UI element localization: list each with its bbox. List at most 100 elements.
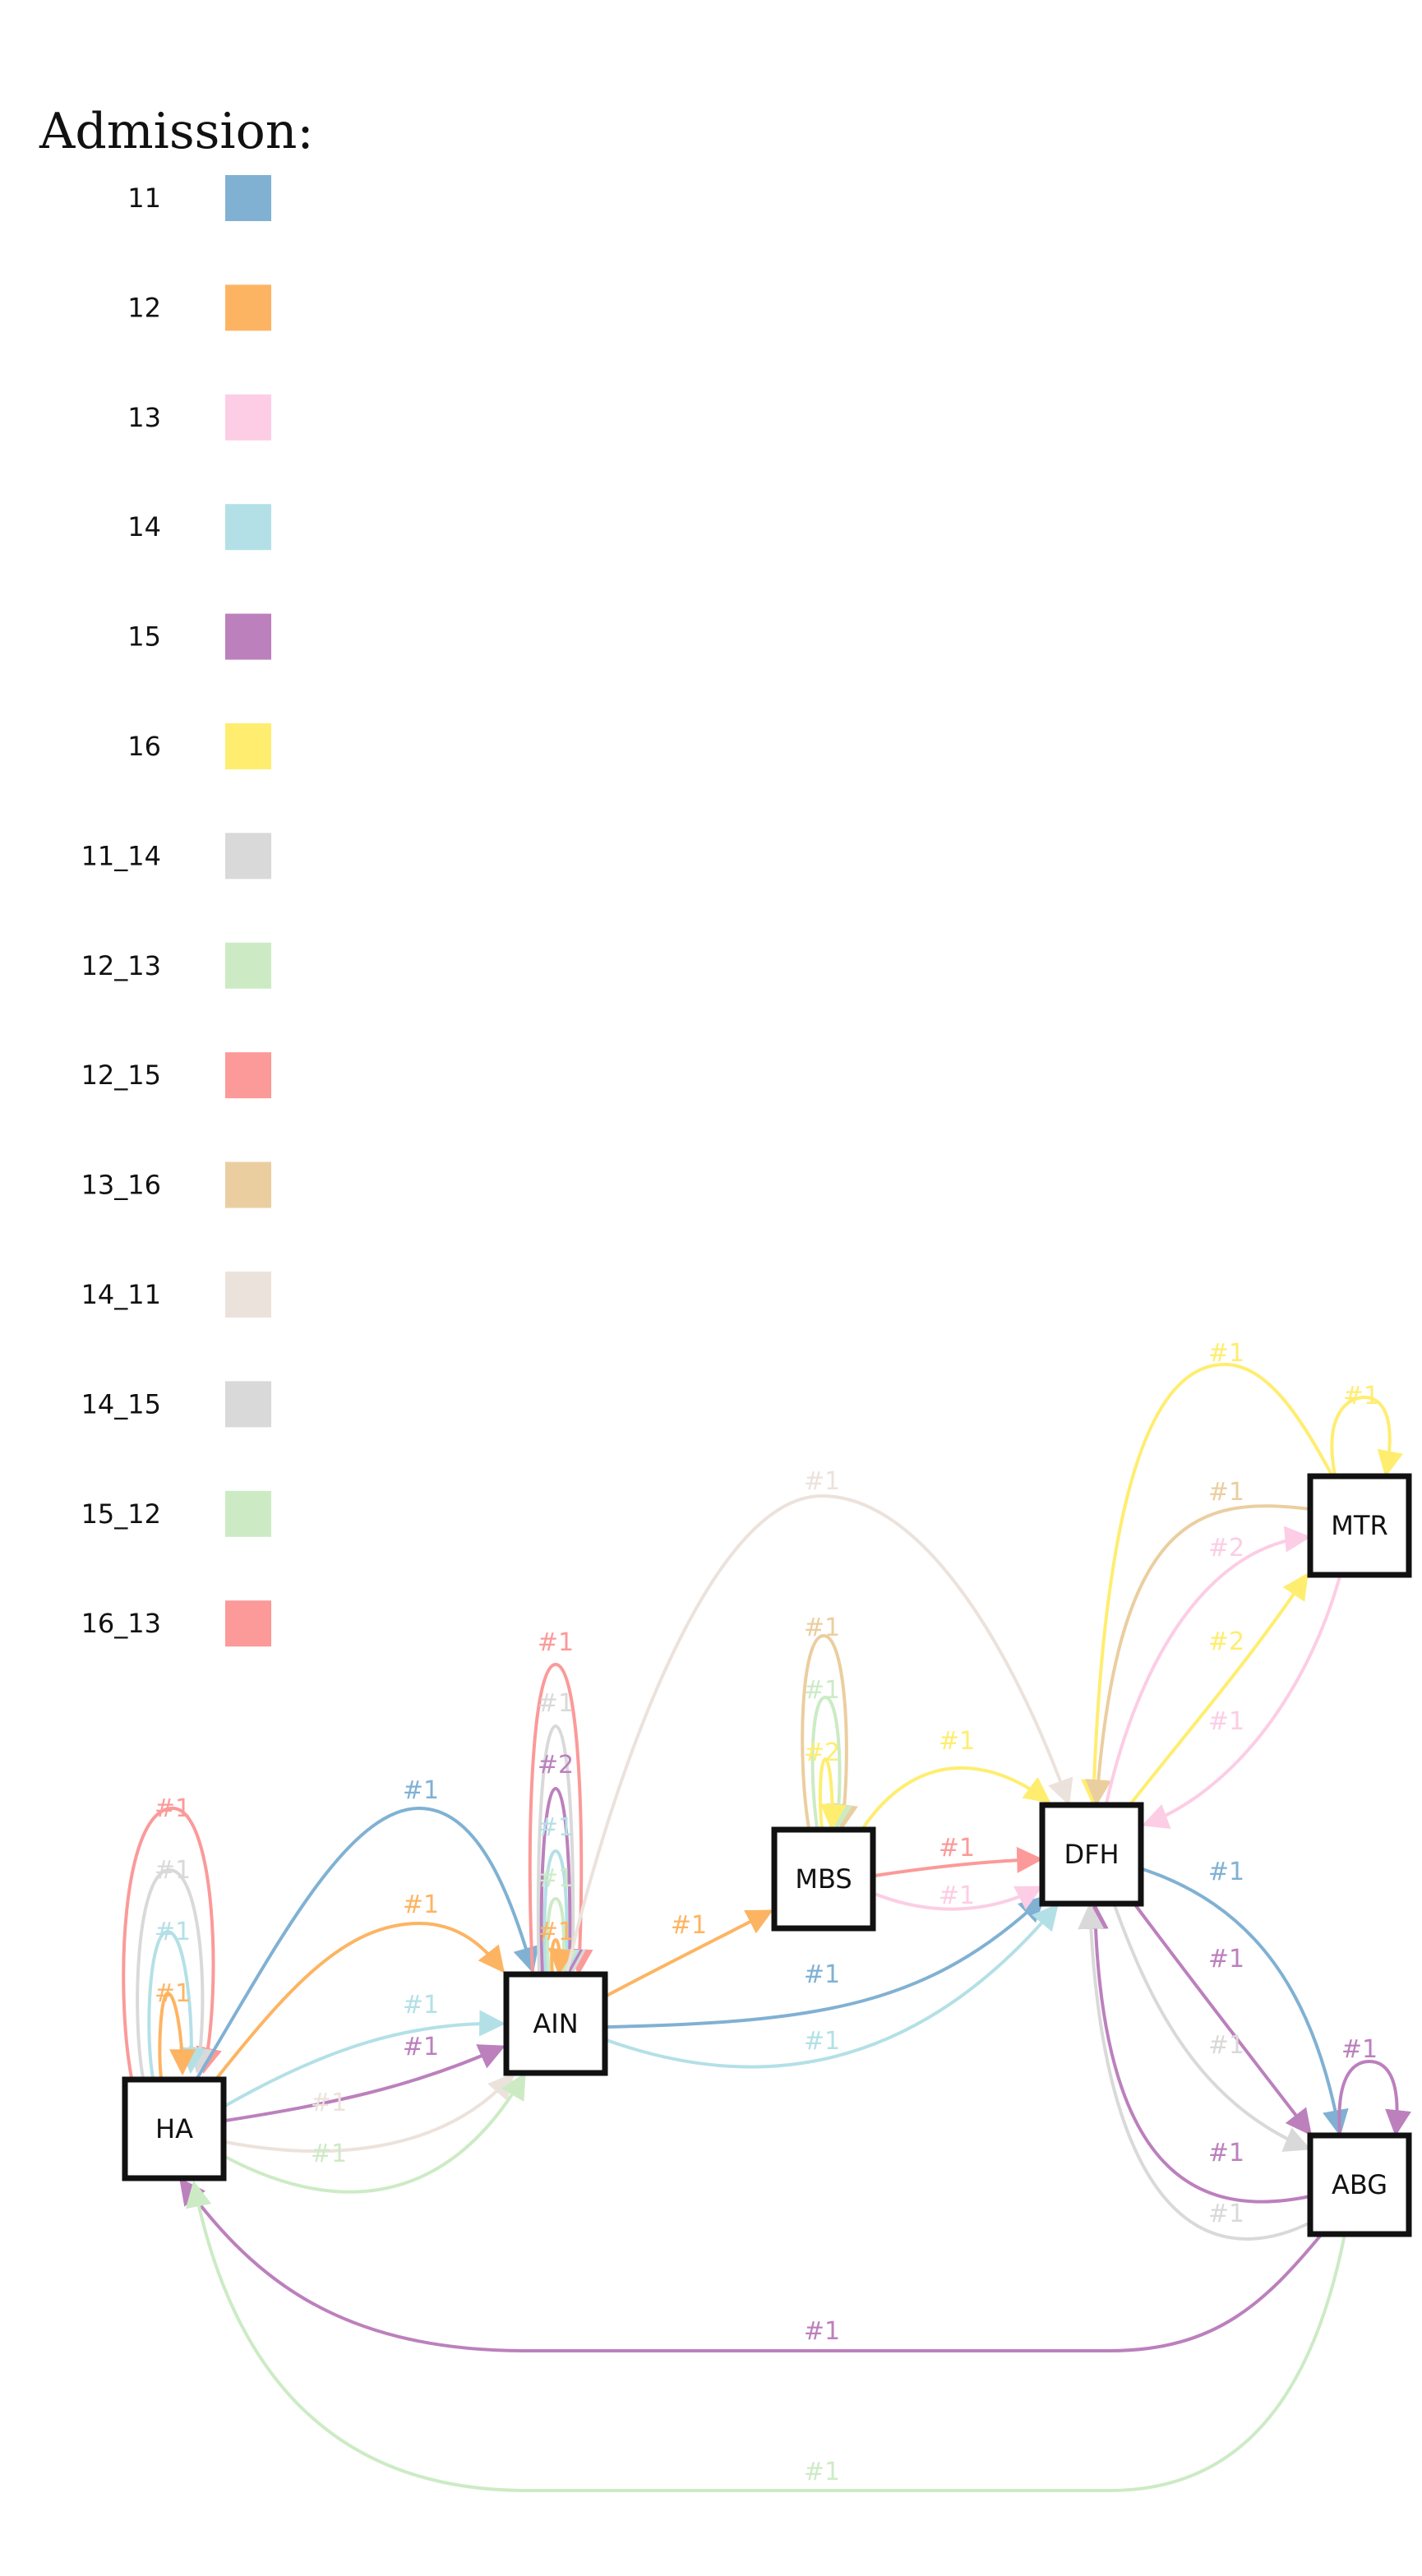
edge-label: #1: [671, 1911, 707, 1940]
edge-label: #1: [804, 1676, 840, 1705]
edge-abg-ha: #1: [179, 2177, 1323, 2352]
edge-ha-ha: #1: [136, 1856, 215, 2079]
edge-ha-ain: #1: [224, 2072, 526, 2194]
edge-mbs-mbs: #1: [801, 1613, 858, 1831]
edge-path: [1141, 1576, 1341, 1829]
edge-label: #1: [804, 1960, 840, 1989]
node-mtr[interactable]: MTR: [1307, 1473, 1412, 1578]
edge-ha-ain: #1: [224, 2072, 515, 2154]
edge-label: #1: [1343, 1382, 1379, 1410]
edge-ain-dfh: #1: [606, 1903, 1060, 2069]
edge-label: #1: [939, 1834, 975, 1863]
edges: #1 #1 #1 #1 #1 #1 #1 #1 #1 #1 #1 #1 #2 #1 #1 #1 #1 #1 #1 #1…: [122, 1339, 1411, 2492]
edge-label: #1: [538, 1864, 574, 1893]
node-label-abg: ABG: [1332, 2169, 1387, 2200]
edge-ain-mbs: #1: [606, 1909, 773, 1997]
edge-ain-ain: #1: [538, 1918, 575, 1976]
edge-ha-ain: #1: [196, 1776, 539, 2080]
edge-path: [122, 1806, 222, 2079]
legend-label: 13_16: [81, 1170, 161, 1201]
legend-swatch: [225, 723, 271, 769]
node-label-mbs: MBS: [795, 1863, 852, 1895]
edge-path: [539, 1786, 584, 1976]
edge-dfh-mtr: #2: [1129, 1572, 1309, 1805]
legend-label: 14_11: [81, 1279, 161, 1310]
edge-dfh-abg: #1: [1113, 1904, 1311, 2152]
edge-label: #1: [1341, 2035, 1378, 2064]
edge-path: [606, 1903, 1060, 2069]
edge-path: [547, 1937, 575, 1976]
edge-label: #1: [1208, 1945, 1244, 1974]
edge-label: #1: [403, 2033, 439, 2061]
edge-mtr-dfh: #1: [1085, 1478, 1311, 1807]
edge-label: #1: [538, 1813, 574, 1842]
edge-ha-ha: #1: [122, 1794, 222, 2079]
legend-label: 12_15: [81, 1059, 161, 1091]
edge-abg-dfh: #1: [1078, 1902, 1311, 2241]
edge-label: #1: [155, 1794, 191, 1823]
edge-path: [606, 1895, 1046, 2029]
edge-path: [874, 1846, 1044, 1877]
edge-path: [1078, 1902, 1311, 2241]
edge-path: [566, 1493, 1073, 1972]
edge-path: [874, 1886, 1043, 1911]
edge-path: [179, 2177, 1323, 2352]
edge-path: [215, 1921, 505, 2080]
node-dfh[interactable]: DFH: [1039, 1802, 1144, 1907]
edge-label: #1: [403, 1890, 439, 1919]
edge-path: [818, 1757, 847, 1831]
edge-label: #1: [538, 1689, 574, 1718]
edge-mbs-mbs: #2: [804, 1738, 847, 1831]
edge-label: #1: [1208, 2200, 1244, 2228]
node-ain[interactable]: AIN: [503, 1971, 608, 2076]
legend-swatch: [225, 833, 271, 879]
edge-label: #1: [538, 1918, 574, 1946]
legend-swatch: [225, 175, 271, 221]
legend-title: Admission:: [39, 103, 314, 160]
edge-label: #1: [155, 1918, 191, 1946]
edge-path: [158, 1991, 196, 2079]
edge-ain-dfh: #1: [606, 1895, 1046, 2029]
node-label-ain: AIN: [533, 2008, 578, 2039]
edge-mtr-mtr: #1: [1330, 1382, 1404, 1478]
edge-path: [528, 1662, 593, 1976]
edge-path: [224, 2010, 506, 2107]
node-ha[interactable]: HA: [122, 2076, 227, 2181]
legend-swatch: [225, 942, 271, 989]
edge-path: [196, 1806, 539, 2080]
edge-mbs-dfh: #1: [874, 1881, 1043, 1911]
edge-abg-dfh: #1: [1082, 1902, 1311, 2204]
edge-label: #1: [1208, 1478, 1244, 1507]
legend: Admission: 11 12 13 14 15 16 11_14 12_13 12_15 13…: [39, 103, 314, 1647]
node-label-ha: HA: [155, 2113, 193, 2144]
node-abg[interactable]: ABG: [1307, 2132, 1412, 2237]
edge-ain-ain: #1: [528, 1628, 593, 1976]
edge-path: [185, 2180, 1346, 2492]
edge-label: #2: [1208, 1534, 1244, 1563]
edge-mbs-dfh: #1: [861, 1727, 1051, 1830]
edge-dfh-mtr: #2: [1105, 1526, 1312, 1804]
legend-label: 16_13: [81, 1608, 161, 1639]
edge-path: [1082, 1902, 1311, 2204]
legend-label: 14_15: [81, 1388, 161, 1420]
edge-path: [224, 2044, 506, 2122]
edge-path: [1330, 1395, 1404, 1478]
legend-label: 11_14: [81, 840, 161, 871]
legend-swatch: [225, 1490, 271, 1537]
edge-path: [546, 1896, 578, 1976]
edge-label: #1: [939, 1881, 975, 1910]
edge-abg-abg: #1: [1337, 2035, 1411, 2137]
legend-swatch: [225, 394, 271, 441]
edge-mbs-mbs: #1: [804, 1676, 852, 1831]
edge-path: [224, 2072, 515, 2154]
edge-path: [810, 1695, 852, 1831]
node-mbs[interactable]: MBS: [771, 1826, 876, 1932]
legend-swatch: [225, 284, 271, 331]
edge-dfh-abg: #1: [1142, 1858, 1349, 2137]
edge-label: #1: [538, 1628, 574, 1657]
edge-path: [606, 1909, 773, 1997]
legend-swatch: [225, 613, 271, 660]
edge-dfh-abg: #1: [1133, 1902, 1312, 2136]
edge-label: #1: [311, 2140, 347, 2168]
